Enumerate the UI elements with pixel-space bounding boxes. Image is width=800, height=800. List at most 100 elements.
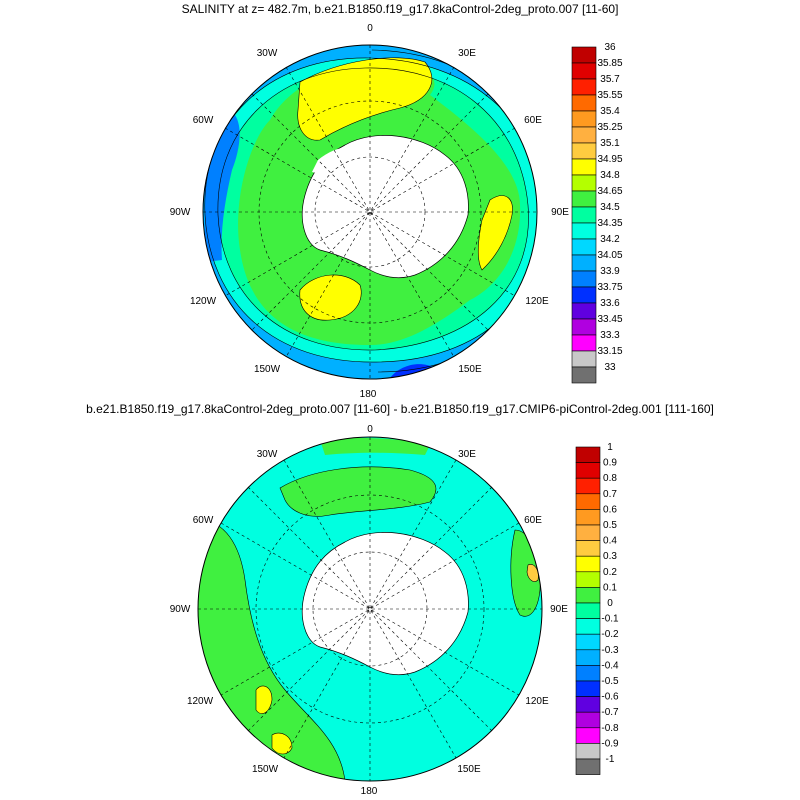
colorbar-salinity-swatch <box>571 270 597 288</box>
colorbar-difference-swatch <box>575 633 601 651</box>
colorbar-salinity-swatch <box>571 222 597 240</box>
lon-label-150w: 150W <box>254 364 281 375</box>
lon-label-90e-b: 90E <box>550 604 568 615</box>
colorbar-difference-level-label: -0.7 <box>601 707 619 718</box>
colorbar-difference-level-label: -1 <box>606 754 615 765</box>
colorbar-salinity-swatch <box>571 302 597 320</box>
colorbar-salinity: 36 35.85 35.7 35.55 35.4 35.25 35.1 34.95 34.8 34… <box>571 42 623 384</box>
colorbar-salinity-level-label: 34.95 <box>597 154 622 165</box>
difference-max-southwest-1 <box>255 685 273 714</box>
lon-label-90e: 90E <box>551 207 569 218</box>
colorbar-salinity-swatch <box>571 206 597 224</box>
difference-max-east <box>526 564 539 582</box>
colorbar-salinity-level-label: 35.7 <box>600 74 620 85</box>
colorbar-salinity-level-label: 34.2 <box>600 234 620 245</box>
colorbar-salinity-level-label: 33.75 <box>597 282 622 293</box>
lon-label-120w-b: 120W <box>187 696 214 707</box>
colorbar-difference-level-label: 0.7 <box>603 489 617 500</box>
colorbar-salinity-level-label: 34.65 <box>597 186 622 197</box>
colorbar-salinity-level-label: 34.05 <box>597 250 622 261</box>
lon-label-30w-b: 30W <box>257 449 278 460</box>
colorbar-difference-swatch <box>575 711 601 729</box>
colorbar-difference-swatch <box>575 649 601 666</box>
colorbar-salinity-level-label: 35.55 <box>597 90 622 101</box>
lon-label-30e-b: 30E <box>458 449 476 460</box>
colorbar-salinity-swatch <box>571 190 597 208</box>
panel-title-salinity: SALINITY at z= 482.7m, b.e21.B1850.f19_g… <box>181 2 619 16</box>
colorbar-difference-swatch <box>575 743 601 760</box>
colorbar-salinity-level-label: 36 <box>604 42 616 53</box>
colorbar-difference-swatch <box>575 758 601 775</box>
colorbar-salinity-swatch <box>571 142 597 160</box>
colorbar-difference-swatch <box>575 555 601 573</box>
lon-label-150e: 150E <box>458 364 482 375</box>
colorbar-difference-level-label: -0.1 <box>601 614 619 625</box>
lon-label-120e: 120E <box>525 296 549 307</box>
colorbar-difference-swatch <box>575 446 601 463</box>
difference-positive-north <box>280 466 436 517</box>
colorbar-difference-swatch <box>575 571 601 588</box>
colorbar-difference-level-label: 0.5 <box>603 520 617 531</box>
colorbar-salinity-level-label: 35.85 <box>597 58 622 69</box>
lon-label-90w: 90W <box>170 207 191 218</box>
difference-max-southwest-2 <box>271 732 293 755</box>
colorbar-difference-swatch <box>575 618 601 635</box>
colorbar-difference-level-label: -0.4 <box>601 660 619 671</box>
colorbar-salinity-level-label: 35.25 <box>597 122 622 133</box>
coastal-mask-top <box>312 147 355 173</box>
salinity-max-patch-pacific <box>299 274 362 321</box>
colorbar-salinity-swatch <box>571 174 597 192</box>
colorbar-difference-swatch <box>575 587 601 604</box>
colorbar-salinity-swatch <box>571 318 597 336</box>
difference-positive-top <box>320 437 430 455</box>
colorbar-difference-level-label: -0.3 <box>601 645 619 656</box>
colorbar-salinity-level-label: 33.3 <box>600 330 620 341</box>
colorbar-difference-level-label: 0.9 <box>603 458 617 469</box>
colorbar-salinity-swatch <box>571 286 597 304</box>
colorbar-salinity-swatch <box>571 110 597 128</box>
lon-label-0: 0 <box>367 23 373 34</box>
lon-label-0-b: 0 <box>367 424 373 435</box>
colorbar-salinity-level-label: 33.45 <box>597 314 622 325</box>
salinity-max-patch-atlantic <box>297 57 433 141</box>
colorbar-salinity-swatch <box>571 366 597 384</box>
lon-label-150w-b: 150W <box>252 764 279 775</box>
colorbar-difference-swatch <box>575 727 601 744</box>
antarctica-landmask-bottom <box>301 532 469 676</box>
colorbar-salinity-level-label: 35.4 <box>600 106 620 117</box>
colorbar-difference-level-label: -0.8 <box>601 723 619 734</box>
colorbar-difference-level-label: 0.2 <box>603 567 617 578</box>
colorbar-salinity-swatch <box>571 158 597 176</box>
lon-label-60e-b: 60E <box>524 515 542 526</box>
colorbar-salinity-swatch <box>571 254 597 272</box>
colorbar-difference-level-label: 0.4 <box>603 536 617 547</box>
colorbar-difference-swatch <box>575 524 601 541</box>
difference-map: 0 30E 60E 90E 120E 150E 180 150W 120W 90… <box>170 424 619 797</box>
graticule-bottom <box>198 437 542 781</box>
colorbar-difference: 1 0.9 0.8 0.7 0.6 0.5 0.4 0.3 0.2 0.1 0 -0.1 -0.2 -0.… <box>575 442 619 775</box>
colorbar-salinity-level-label: 33.6 <box>600 298 620 309</box>
longitude-labels-bottom: 0 30E 60E 90E 120E 150E 180 150W 120W 90… <box>170 424 569 797</box>
lon-label-180-b: 180 <box>361 786 378 797</box>
lon-label-60w-b: 60W <box>193 515 214 526</box>
colorbar-salinity-swatch <box>571 334 597 352</box>
colorbar-difference-swatch <box>575 696 601 713</box>
colorbar-difference-swatch <box>575 477 601 495</box>
colorbar-difference-level-label: -0.6 <box>601 692 619 703</box>
lon-label-60e: 60E <box>524 115 542 126</box>
colorbar-difference-level-label: 0 <box>607 598 613 609</box>
colorbar-difference-swatch <box>575 509 601 526</box>
salinity-max-patch-indian <box>477 195 513 271</box>
lon-label-150e-b: 150E <box>457 764 481 775</box>
lon-label-180: 180 <box>360 389 377 400</box>
map-boundary <box>202 44 538 380</box>
colorbar-difference-swatch <box>575 540 601 557</box>
antarctica-landmask <box>301 135 469 279</box>
colorbar-salinity-swatch <box>571 350 597 368</box>
colorbar-difference-level-label: 1 <box>607 442 613 453</box>
colorbar-salinity-swatch <box>571 126 597 144</box>
colorbar-difference-swatch <box>575 493 601 510</box>
lon-label-60w: 60W <box>193 115 214 126</box>
colorbar-salinity-swatch <box>571 46 597 64</box>
